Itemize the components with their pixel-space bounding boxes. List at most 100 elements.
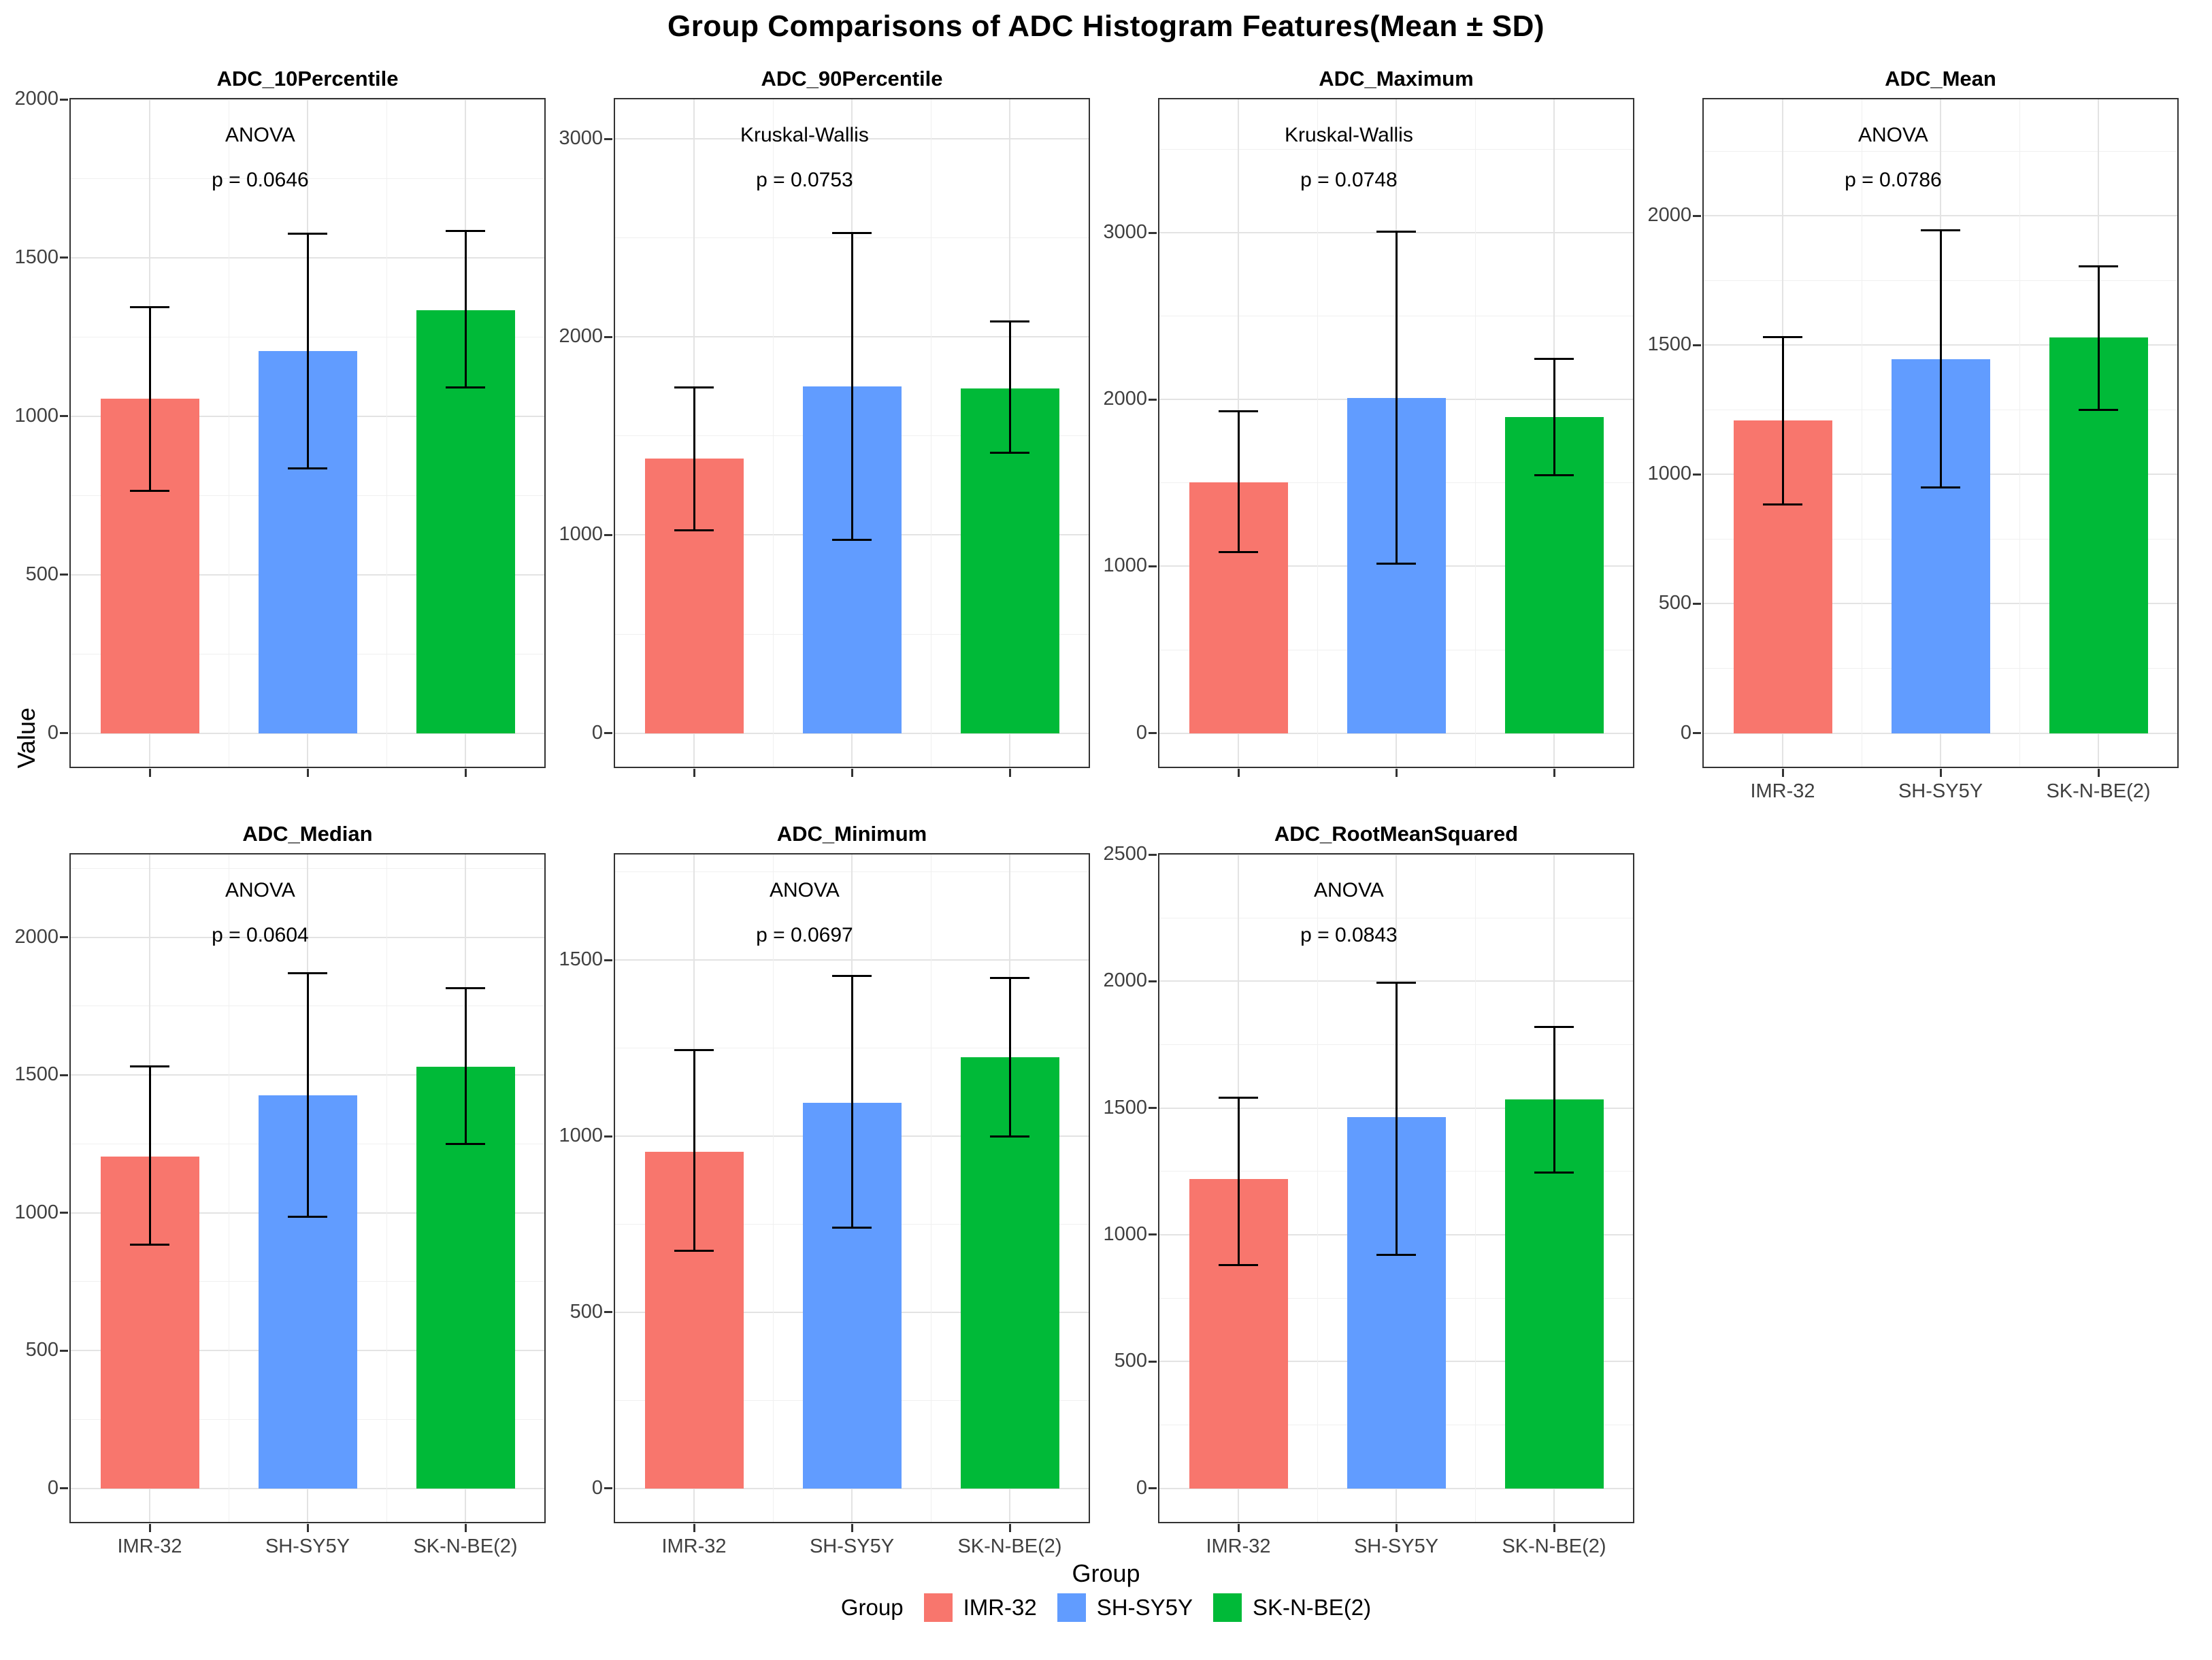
panel-title: ADC_Median xyxy=(242,822,373,846)
error-bar-cap-top xyxy=(288,972,327,974)
error-bar-line xyxy=(693,387,695,531)
p-value-label: p = 0.0697 xyxy=(756,924,853,946)
y-tick-mark xyxy=(1693,602,1701,605)
facet-panel: ADC_Minimum ANOVA p = 0.0697 0 500 1000 1500 IM… xyxy=(552,816,1097,1572)
y-tick-label: 3000 xyxy=(1103,221,1147,244)
x-tick-label: SK-N-BE(2) xyxy=(2046,780,2151,802)
test-name-label: ANOVA xyxy=(1313,879,1384,901)
error-bar-line xyxy=(693,1050,695,1251)
x-tick-mark xyxy=(1781,769,1784,777)
test-name-label: ANOVA xyxy=(769,879,840,901)
x-tick-mark xyxy=(693,769,695,777)
error-bar-line xyxy=(1553,359,1555,476)
legend-swatch-imr-32 xyxy=(923,1593,953,1622)
error-bar-cap-bottom xyxy=(446,1142,485,1145)
x-tick-label: IMR-32 xyxy=(661,1536,727,1557)
y-tick-label: 1500 xyxy=(14,246,59,268)
p-value-label: p = 0.0786 xyxy=(1845,169,1942,191)
error-bar-cap-bottom xyxy=(1219,1264,1258,1267)
error-bar-cap-top xyxy=(130,1065,169,1068)
y-tick-label: 0 xyxy=(47,721,59,744)
panel-title: ADC_Mean xyxy=(1885,67,1996,90)
plot-area: ANOVA p = 0.0697 xyxy=(614,853,1090,1523)
plot-area: Kruskal-Wallis p = 0.0748 xyxy=(1158,98,1634,768)
error-bar-line xyxy=(306,973,309,1217)
error-bar-cap-bottom xyxy=(674,1249,714,1252)
x-tick-mark xyxy=(1008,1524,1011,1532)
x-tick-mark xyxy=(1395,1524,1398,1532)
y-tick-label: 500 xyxy=(25,1339,59,1361)
legend-label: SK-N-BE(2) xyxy=(1252,1595,1372,1620)
y-tick-label: 2000 xyxy=(14,925,59,948)
legend-item-imr-32: IMR-32 xyxy=(923,1593,1037,1622)
error-bar-line xyxy=(1553,1027,1555,1173)
y-tick-mark xyxy=(604,1487,612,1490)
x-tick-label: SH-SY5Y xyxy=(1898,780,1983,802)
y-tick-label: 1500 xyxy=(559,948,603,971)
error-bar-cap-bottom xyxy=(1534,1172,1574,1174)
y-tick-label: 2500 xyxy=(1103,843,1147,865)
error-bar-line xyxy=(851,976,853,1228)
x-tick-mark xyxy=(306,1524,309,1532)
legend-title: Group xyxy=(840,1595,904,1620)
legend-item-sk-n-be2: SK-N-BE(2) xyxy=(1212,1593,1372,1622)
y-tick-mark xyxy=(1693,732,1701,735)
p-value-label: p = 0.0748 xyxy=(1300,169,1398,191)
error-bar-cap-top xyxy=(990,976,1029,979)
facet-panel: ADC_90Percentile Kruskal-Wallis p = 0.0753… xyxy=(552,61,1097,816)
gridline-minor xyxy=(1317,99,1318,767)
legend-swatch-sk-n-be2 xyxy=(1212,1593,1242,1622)
x-tick-mark xyxy=(306,769,309,777)
legend-swatch-sh-sy5y xyxy=(1057,1593,1086,1622)
y-tick-label: 500 xyxy=(569,1300,603,1323)
x-tick-label: SH-SY5Y xyxy=(1353,1536,1439,1557)
test-name-label: ANOVA xyxy=(1858,124,1928,146)
panel-title: ADC_RootMeanSquared xyxy=(1274,822,1519,846)
error-bar-line xyxy=(1939,230,1942,488)
y-tick-mark xyxy=(60,1349,68,1352)
y-tick-label: 1000 xyxy=(1647,463,1691,485)
y-tick-mark xyxy=(604,732,612,735)
y-tick-mark xyxy=(1149,980,1157,982)
y-tick-label: 1500 xyxy=(1103,1096,1147,1118)
y-tick-label: 1000 xyxy=(559,523,603,546)
error-bar-cap-bottom xyxy=(1763,503,1802,505)
plot-area: ANOVA p = 0.0604 xyxy=(69,853,546,1523)
error-bar-cap-bottom xyxy=(288,1216,327,1218)
chart-title: Group Comparisons of ADC Histogram Featu… xyxy=(667,10,1545,43)
x-tick-label: SK-N-BE(2) xyxy=(1502,1536,1606,1557)
error-bar-line xyxy=(1395,231,1398,564)
error-bar-cap-top xyxy=(1219,1097,1258,1099)
y-tick-label: 0 xyxy=(47,1476,59,1499)
x-tick-mark xyxy=(148,769,151,777)
y-tick-mark xyxy=(60,732,68,735)
error-bar-line xyxy=(1781,337,1784,505)
x-tick-mark xyxy=(693,1524,695,1532)
panel-title: ADC_Maximum xyxy=(1319,67,1474,90)
gridline-minor xyxy=(1317,854,1318,1522)
panel-title: ADC_10Percentile xyxy=(216,67,399,90)
error-bar-cap-bottom xyxy=(288,467,327,470)
facet-panel: ADC_Mean ANOVA p = 0.0786 0 500 1000 1500 2000 I… xyxy=(1641,61,2185,816)
error-bar-line xyxy=(1237,411,1240,552)
y-tick-label: 2000 xyxy=(559,325,603,348)
error-bar-cap-top xyxy=(1763,336,1802,339)
x-tick-mark xyxy=(1553,1524,1555,1532)
y-tick-label: 1500 xyxy=(1647,333,1691,356)
error-bar-cap-top xyxy=(1534,1025,1574,1028)
error-bar-cap-top xyxy=(446,986,485,989)
y-tick-mark xyxy=(1149,398,1157,401)
error-bar-cap-top xyxy=(990,320,1029,322)
plot-area: ANOVA p = 0.0843 xyxy=(1158,853,1634,1523)
y-tick-label: 1000 xyxy=(559,1125,603,1147)
test-name-label: Kruskal-Wallis xyxy=(740,124,869,146)
y-tick-mark xyxy=(1149,732,1157,735)
facet-panel: ADC_Median ANOVA p = 0.0604 0 500 1000 1500 200… xyxy=(8,816,552,1572)
error-bar-cap-top xyxy=(446,229,485,232)
y-tick-label: 2000 xyxy=(1103,969,1147,992)
y-tick-mark xyxy=(60,1212,68,1214)
error-bar-line xyxy=(1395,982,1398,1255)
p-value-label: p = 0.0843 xyxy=(1300,924,1398,946)
error-bar-cap-bottom xyxy=(446,386,485,389)
error-bar-cap-bottom xyxy=(832,1227,872,1229)
